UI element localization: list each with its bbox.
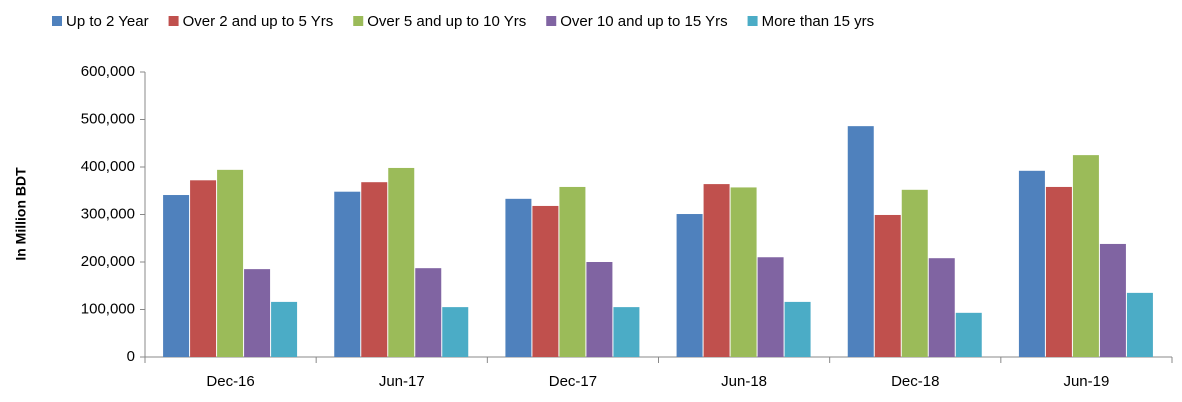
- y-tick-label: 0: [127, 348, 135, 365]
- legend-label: Over 5 and up to 10 Yrs: [367, 13, 526, 30]
- y-tick-label: 500,000: [81, 110, 135, 127]
- legend-swatch: [168, 16, 179, 26]
- legend-label: Up to 2 Year: [66, 13, 149, 30]
- bar: [217, 169, 244, 357]
- bar: [163, 195, 190, 357]
- y-tick-label: 300,000: [81, 205, 135, 222]
- y-tick-label: 200,000: [81, 253, 135, 270]
- x-tick-label: Dec-17: [549, 373, 597, 390]
- bar: [532, 205, 559, 357]
- bar: [388, 167, 415, 357]
- x-tick-label: Jun-19: [1063, 373, 1109, 390]
- bar: [901, 189, 928, 357]
- bar: [559, 186, 586, 357]
- bar: [1126, 292, 1153, 357]
- legend-swatch: [546, 16, 557, 26]
- x-tick-label: Jun-17: [379, 373, 425, 390]
- bar: [955, 312, 982, 357]
- bar: [505, 198, 532, 357]
- legend-swatch: [353, 16, 364, 26]
- bar: [271, 301, 298, 357]
- bar: [874, 214, 901, 357]
- legend-label: More than 15 yrs: [762, 13, 875, 30]
- legend-swatch: [52, 16, 62, 26]
- bar: [757, 257, 784, 357]
- x-tick-label: Dec-18: [891, 373, 939, 390]
- bar: [586, 262, 613, 357]
- bar: [847, 126, 874, 358]
- x-tick-label: Jun-18: [721, 373, 767, 390]
- bar: [361, 182, 388, 357]
- bar: [703, 184, 730, 357]
- y-axis-label: In Million BDT: [13, 167, 29, 261]
- bar: [442, 307, 469, 357]
- bar: [190, 180, 217, 357]
- legend-swatch: [747, 16, 758, 26]
- bar: [730, 187, 757, 357]
- y-tick-label: 400,000: [81, 158, 135, 175]
- bar: [1018, 170, 1045, 357]
- bar: [415, 268, 442, 357]
- bar: [676, 214, 703, 357]
- bar: [244, 269, 271, 357]
- bar: [1099, 243, 1126, 357]
- bar: [1072, 155, 1099, 357]
- legend-label: Over 2 and up to 5 Yrs: [183, 13, 334, 30]
- y-tick-label: 100,000: [81, 300, 135, 317]
- legend-label: Over 10 and up to 15 Yrs: [560, 13, 727, 30]
- bar: [784, 301, 811, 357]
- y-tick-label: 600,000: [81, 63, 135, 80]
- bar: [613, 307, 640, 357]
- bar: [1045, 186, 1072, 357]
- bar: [334, 191, 361, 357]
- x-tick-label: Dec-16: [206, 373, 254, 390]
- bar: [928, 258, 955, 357]
